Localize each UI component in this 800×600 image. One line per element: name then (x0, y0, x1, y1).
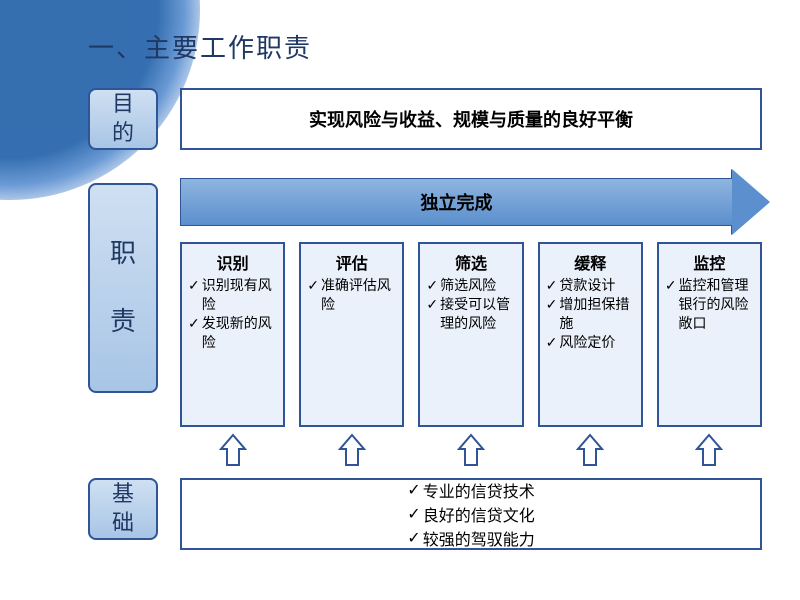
pillar-item: ✓风险定价 (546, 333, 635, 352)
arrow-label: 独立完成 (421, 189, 493, 215)
pillar-item: ✓发现新的风险 (188, 314, 277, 352)
pillar-item-text: 贷款设计 (559, 276, 615, 295)
up-arrow-slot (180, 433, 285, 473)
check-icon: ✓ (426, 295, 438, 314)
base-box: ✓专业的信贷技术✓良好的信贷文化✓较强的驾驭能力 (180, 478, 762, 550)
pillar-item: ✓筛选风险 (426, 276, 515, 295)
pillar-item-text: 准确评估风险 (321, 276, 396, 314)
side-label-base: 基 础 (88, 478, 158, 540)
pillar-item-text: 识别现有风险 (202, 276, 277, 314)
pillar-box: 监控✓监控和管理银行的风险敞口 (657, 242, 762, 427)
pillar-item-text: 筛选风险 (440, 276, 496, 295)
pillar-item: ✓监控和管理银行的风险敞口 (665, 276, 754, 333)
base-item-text: 较强的驾驭能力 (423, 526, 535, 550)
process-arrow: 独立完成 (180, 178, 762, 226)
up-arrow-icon (338, 433, 366, 469)
up-arrow-row (180, 433, 762, 473)
up-arrow-icon (576, 433, 604, 469)
page-title: 一、主要工作职责 (88, 28, 312, 65)
pillar-title: 筛选 (426, 250, 515, 274)
pillar-row: 识别✓识别现有风险✓发现新的风险评估✓准确评估风险筛选✓筛选风险✓接受可以管理的… (180, 242, 762, 427)
diagram-canvas: 目 的 职 责 基 础 实现风险与收益、规模与质量的良好平衡 独立完成 识别✓识… (88, 78, 778, 578)
pillar-item: ✓准确评估风险 (307, 276, 396, 314)
arrow-body: 独立完成 (180, 178, 732, 226)
pillar-item-text: 风险定价 (559, 333, 615, 352)
up-arrow-slot (657, 433, 762, 473)
base-item: ✓专业的信贷技术 (407, 478, 534, 502)
check-icon: ✓ (407, 504, 420, 524)
goal-text: 实现风险与收益、规模与质量的良好平衡 (309, 106, 633, 132)
base-item: ✓较强的驾驭能力 (407, 526, 534, 550)
up-arrow-icon (457, 433, 485, 469)
pillar-list: ✓监控和管理银行的风险敞口 (665, 276, 754, 333)
pillar-list: ✓筛选风险✓接受可以管理的风险 (426, 276, 515, 333)
pillar-title: 监控 (665, 250, 754, 274)
up-arrow-icon (695, 433, 723, 469)
pillar-item-text: 监控和管理银行的风险敞口 (679, 276, 754, 333)
side-label-duty: 职 责 (88, 183, 158, 393)
pillar-list: ✓识别现有风险✓发现新的风险 (188, 276, 277, 352)
goal-box: 实现风险与收益、规模与质量的良好平衡 (180, 88, 762, 150)
side-label-goal: 目 的 (88, 88, 158, 150)
pillar-title: 识别 (188, 250, 277, 274)
check-icon: ✓ (546, 333, 558, 352)
pillar-item: ✓接受可以管理的风险 (426, 295, 515, 333)
pillar-list: ✓准确评估风险 (307, 276, 396, 314)
arrow-head-icon (732, 169, 770, 235)
check-icon: ✓ (188, 276, 200, 295)
base-item-text: 专业的信贷技术 (423, 478, 535, 502)
pillar-item: ✓增加担保措施 (546, 295, 635, 333)
pillar-title: 评估 (307, 250, 396, 274)
check-icon: ✓ (407, 480, 420, 500)
pillar-box: 筛选✓筛选风险✓接受可以管理的风险 (418, 242, 523, 427)
check-icon: ✓ (407, 528, 420, 548)
check-icon: ✓ (426, 276, 438, 295)
check-icon: ✓ (307, 276, 319, 295)
base-item: ✓良好的信贷文化 (407, 502, 534, 526)
pillar-item-text: 接受可以管理的风险 (440, 295, 515, 333)
up-arrow-slot (418, 433, 523, 473)
pillar-item-text: 发现新的风险 (202, 314, 277, 352)
up-arrow-slot (538, 433, 643, 473)
check-icon: ✓ (546, 295, 558, 314)
up-arrow-icon (219, 433, 247, 469)
pillar-title: 缓释 (546, 250, 635, 274)
up-arrow-slot (299, 433, 404, 473)
pillar-item: ✓贷款设计 (546, 276, 635, 295)
pillar-item: ✓识别现有风险 (188, 276, 277, 314)
check-icon: ✓ (188, 314, 200, 333)
base-item-text: 良好的信贷文化 (423, 502, 535, 526)
check-icon: ✓ (546, 276, 558, 295)
pillar-box: 缓释✓贷款设计✓增加担保措施✓风险定价 (538, 242, 643, 427)
pillar-list: ✓贷款设计✓增加担保措施✓风险定价 (546, 276, 635, 352)
pillar-item-text: 增加担保措施 (559, 295, 634, 333)
pillar-box: 识别✓识别现有风险✓发现新的风险 (180, 242, 285, 427)
check-icon: ✓ (665, 276, 677, 295)
pillar-box: 评估✓准确评估风险 (299, 242, 404, 427)
